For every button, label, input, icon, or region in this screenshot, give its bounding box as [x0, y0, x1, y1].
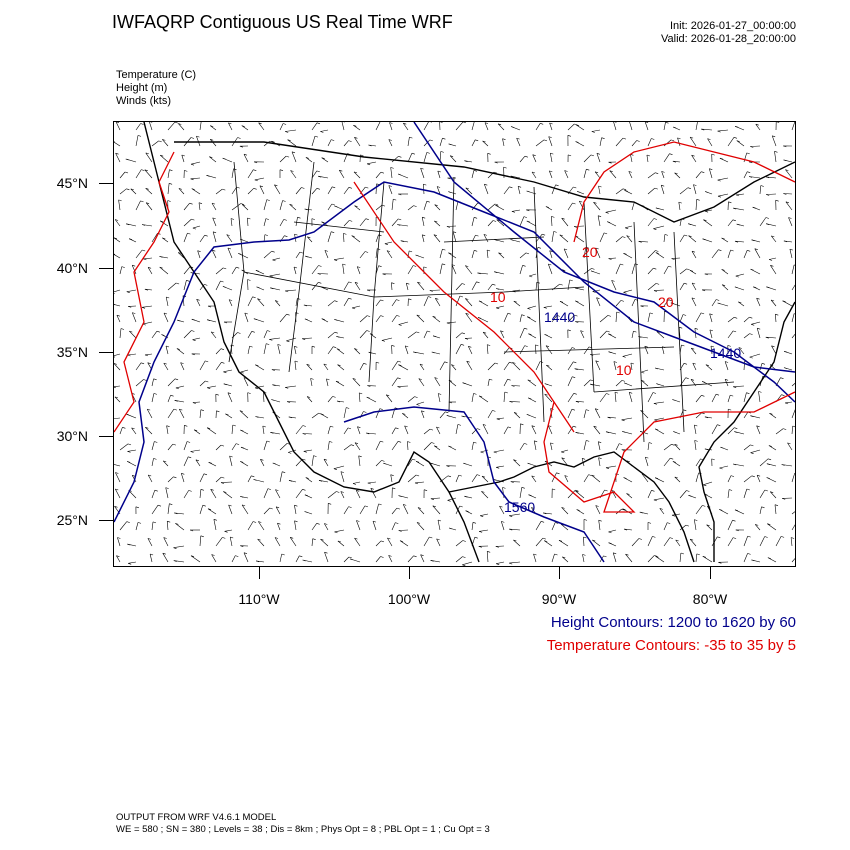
lon-label-110w: 110°W	[238, 591, 280, 607]
lat-label-25: 25°N	[56, 512, 88, 528]
atlantic-coastline	[698, 301, 795, 562]
chart-title: IWFAQRP Contiguous US Real Time WRF	[112, 12, 453, 32]
gulf-coastline	[448, 451, 695, 563]
valid-time: Valid: 2026-01-28_20:00:00	[661, 33, 796, 45]
field-height: Height (m)	[116, 82, 168, 94]
lon-label-80w: 80°W	[692, 591, 728, 607]
temperature-contour-west	[114, 151, 175, 433]
height-contour-upper	[413, 122, 795, 403]
model-info-line1: OUTPUT FROM WRF V4.6.1 MODEL	[116, 812, 277, 823]
lon-label-100w: 100°W	[387, 591, 431, 607]
lon-label-90w: 90°W	[541, 591, 577, 607]
us-canada-border	[174, 141, 795, 223]
height-label-1560: 1560	[504, 499, 535, 515]
temperature-contours	[114, 141, 795, 513]
temp-label-10-southeast: 10	[616, 362, 632, 378]
wind-barbs	[114, 122, 795, 566]
weather-map: 1440 1560 1440 20 10 20 10	[113, 121, 796, 567]
temperature-contour-10	[353, 181, 575, 433]
field-winds: Winds (kts)	[116, 95, 171, 107]
temperature-contour-20	[543, 391, 795, 513]
state-borders	[228, 161, 735, 443]
lat-label-30: 30°N	[56, 428, 88, 444]
height-contour-1560	[343, 406, 605, 563]
height-contour-1440	[114, 181, 795, 523]
us-mexico-border-west	[143, 122, 480, 563]
temp-label-20-east: 20	[658, 294, 674, 310]
map-canvas: 1440 1560 1440 20 10 20 10	[114, 122, 795, 566]
height-contours	[114, 122, 795, 563]
country-borders	[143, 122, 795, 563]
temperature-contour-legend: Temperature Contours: -35 to 35 by 5	[546, 637, 796, 654]
temp-label-20-north: 20	[582, 244, 598, 260]
height-label-1440-east: 1440	[710, 345, 741, 361]
lat-label-40: 40°N	[56, 260, 88, 276]
height-contour-legend: Height Contours: 1200 to 1620 by 60	[550, 614, 796, 631]
field-temperature: Temperature (C)	[116, 69, 197, 81]
lat-label-45: 45°N	[56, 175, 88, 191]
model-info-line2: WE = 580 ; SN = 380 ; Levels = 38 ; Dis …	[116, 824, 490, 835]
temp-label-10-central: 10	[490, 289, 506, 305]
temperature-contour-northeast	[573, 141, 795, 243]
init-time: Init: 2026-01-27_00:00:00	[670, 20, 796, 32]
lat-label-35: 35°N	[56, 344, 88, 360]
height-label-1440: 1440	[544, 309, 575, 325]
